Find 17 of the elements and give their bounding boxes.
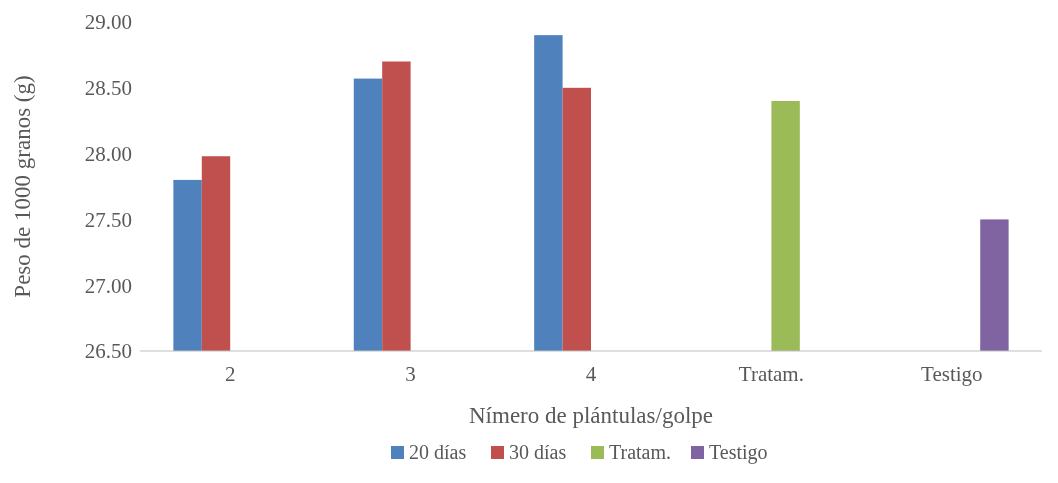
legend-label: Tratam. <box>609 441 672 463</box>
x-tick-label: 4 <box>585 362 597 386</box>
y-tick-label: 27.50 <box>84 207 132 232</box>
y-tick-label: 28.00 <box>84 141 132 166</box>
y-tick-label: 29.00 <box>84 10 132 35</box>
x-tick-label: 2 <box>224 362 236 386</box>
y-axis-title: Peso de 1000 granos (g) <box>10 75 35 298</box>
x-tick-label: 3 <box>405 362 416 386</box>
x-tick-label: Tratam. <box>738 362 804 386</box>
x-tick-label: Testigo <box>921 362 983 386</box>
y-tick-label: 27.00 <box>84 273 132 298</box>
legend-label: Testigo <box>709 441 768 464</box>
y-tick-label: 26.50 <box>84 339 132 364</box>
legend-label: 20 días <box>409 441 467 463</box>
x-axis-title: Nímero de plántulas/golpe <box>469 403 713 428</box>
y-tick-label: 28.50 <box>84 76 132 101</box>
legend-label: 30 días <box>509 441 567 463</box>
